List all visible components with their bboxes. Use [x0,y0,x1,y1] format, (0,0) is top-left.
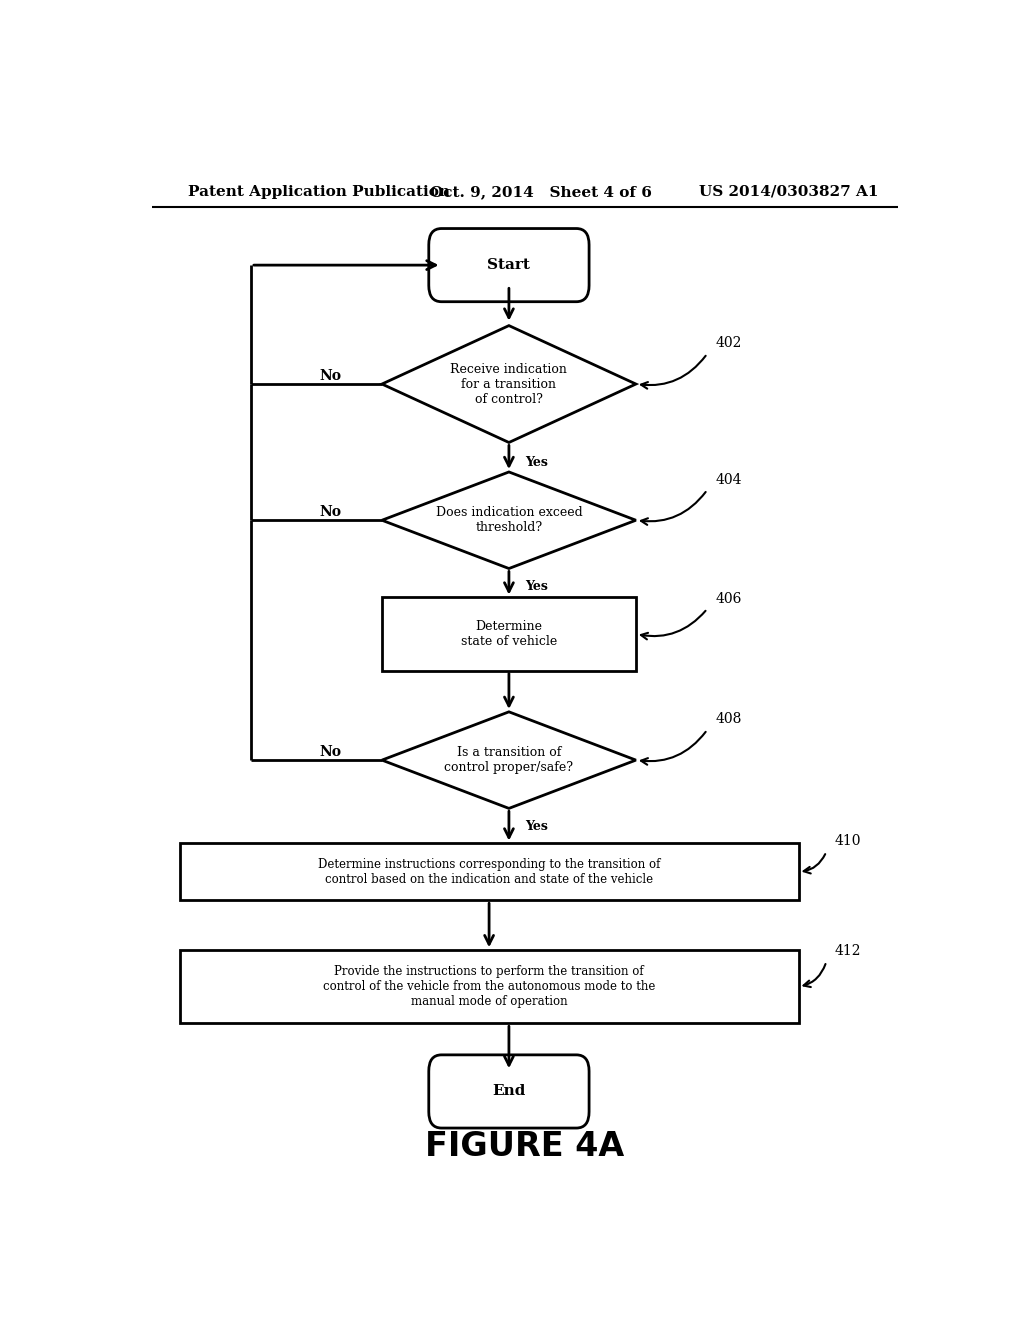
Text: 412: 412 [835,944,861,958]
Text: 410: 410 [835,834,861,849]
Polygon shape [382,473,636,569]
Text: Start: Start [487,259,530,272]
Text: Yes: Yes [524,457,548,470]
Text: Provide the instructions to perform the transition of
control of the vehicle fro: Provide the instructions to perform the … [323,965,655,1008]
Text: Yes: Yes [524,820,548,833]
Text: US 2014/0303827 A1: US 2014/0303827 A1 [699,185,879,199]
Polygon shape [382,711,636,808]
Text: Does indication exceed
threshold?: Does indication exceed threshold? [435,507,583,535]
Text: Yes: Yes [524,581,548,593]
Text: 402: 402 [715,337,741,350]
Polygon shape [382,326,636,442]
Text: Patent Application Publication: Patent Application Publication [187,185,450,199]
Text: No: No [319,506,341,519]
Text: No: No [319,368,341,383]
Text: 408: 408 [715,713,741,726]
Text: FIGURE 4A: FIGURE 4A [425,1130,625,1163]
Text: Determine
state of vehicle: Determine state of vehicle [461,620,557,648]
Text: Is a transition of
control proper/safe?: Is a transition of control proper/safe? [444,746,573,774]
Text: 404: 404 [715,473,741,487]
FancyBboxPatch shape [429,1055,589,1129]
Text: End: End [493,1085,525,1098]
Text: Oct. 9, 2014   Sheet 4 of 6: Oct. 9, 2014 Sheet 4 of 6 [430,185,651,199]
FancyBboxPatch shape [179,950,799,1023]
FancyBboxPatch shape [429,228,589,302]
Text: Determine instructions corresponding to the transition of
control based on the i: Determine instructions corresponding to … [317,858,660,886]
Text: Receive indication
for a transition
of control?: Receive indication for a transition of c… [451,363,567,405]
FancyBboxPatch shape [179,843,799,900]
Text: No: No [319,744,341,759]
Text: 406: 406 [715,591,741,606]
FancyBboxPatch shape [382,598,636,671]
